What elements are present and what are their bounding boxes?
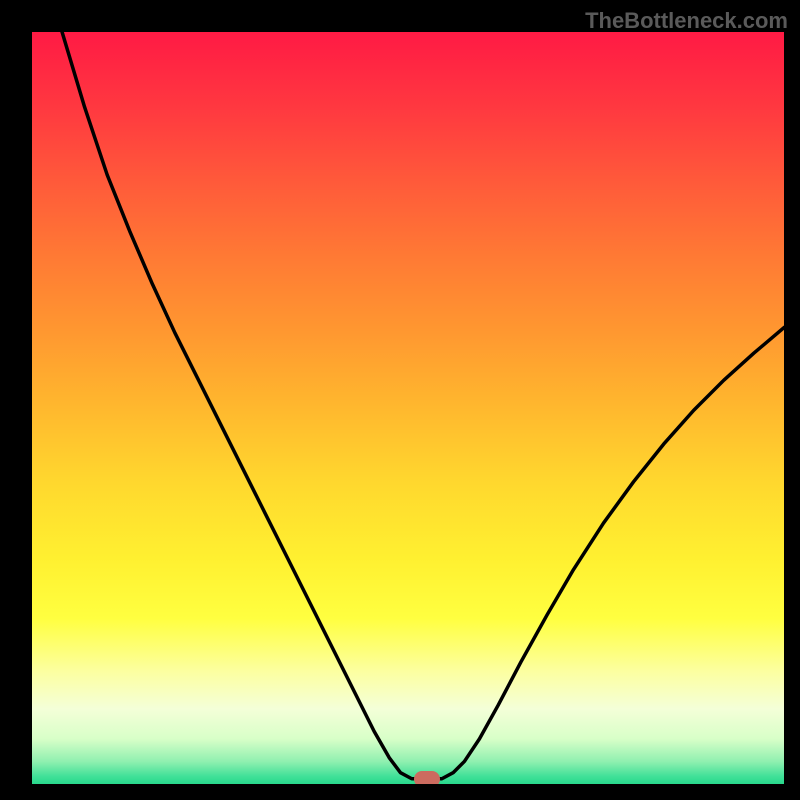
watermark-text: TheBottleneck.com xyxy=(585,8,788,34)
bottleneck-curve xyxy=(32,32,784,784)
curve-path xyxy=(62,32,784,779)
plot-area xyxy=(32,32,784,784)
bottleneck-marker xyxy=(414,771,440,784)
